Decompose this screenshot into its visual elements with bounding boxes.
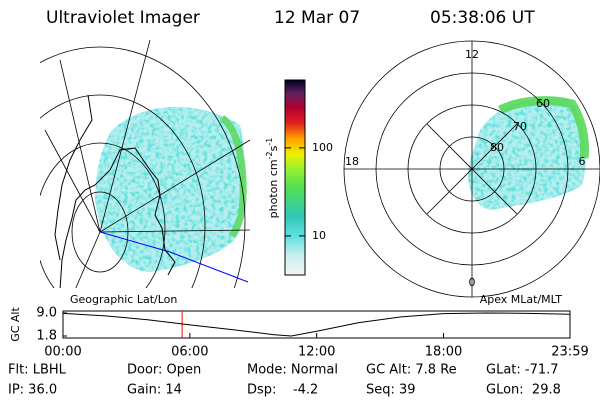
- label-text: s: [267, 145, 280, 151]
- status-field: Flt: LBHL: [8, 363, 67, 378]
- geographic-map: [40, 40, 251, 288]
- label-text: photon cm: [267, 159, 280, 218]
- status-field: Seq: 39: [366, 383, 416, 398]
- mlt-label: 6: [579, 155, 586, 168]
- status-field: Gain: 14: [127, 383, 182, 398]
- aurora-texture: [468, 98, 586, 210]
- status-field: Mode: Normal: [247, 363, 338, 378]
- instrument-title: Ultraviolet Imager: [46, 8, 200, 28]
- status-field: Dsp: -4.2: [247, 383, 318, 398]
- y-tick-label: 9.0: [36, 306, 57, 321]
- label-exponent: -1: [265, 138, 274, 146]
- colorbar: [284, 79, 306, 276]
- y-axis-label: GC Alt: [9, 307, 22, 342]
- x-tick-label: 18:00: [425, 345, 462, 360]
- date: 12 Mar 07: [274, 8, 360, 28]
- grid: [40, 40, 251, 288]
- label-exponent: -2: [265, 151, 274, 159]
- x-tick-label: 12:00: [298, 345, 335, 360]
- mlat-label: 70: [513, 120, 527, 133]
- right-map-label: Apex MLat/MLT: [480, 293, 563, 306]
- y-tick-label: 1.8: [36, 329, 57, 344]
- colorbar-label: photon cm-2s-1: [265, 138, 281, 219]
- x-tick-label: 06:00: [171, 345, 208, 360]
- mlt-label: 0: [469, 276, 476, 289]
- status-field: GC Alt: 7.8 Re: [366, 363, 457, 378]
- status-field: GLon: 29.8: [486, 383, 561, 398]
- aurora-edge: [497, 96, 589, 159]
- status-field: IP: 36.0: [8, 383, 57, 398]
- mlt-label: 18: [345, 155, 359, 168]
- mlt-label: 12: [465, 48, 479, 61]
- colorbar-tick-label: 10: [312, 229, 326, 242]
- x-tick-label: 23:59: [551, 345, 588, 360]
- status-field: GLat: -71.7: [486, 363, 559, 378]
- x-tick-label: 00:00: [44, 345, 81, 360]
- aurora-edge: [219, 115, 247, 238]
- mlat-label: 60: [536, 97, 550, 110]
- status-field: Door: Open: [127, 363, 201, 378]
- terminator-line: [99, 231, 249, 283]
- time: 05:38:06 UT: [430, 8, 535, 28]
- colorbar-tick-label: 100: [312, 141, 333, 154]
- coastline: [59, 147, 176, 288]
- polar-map: [343, 40, 600, 298]
- left-map-label: Geographic Lat/Lon: [70, 293, 177, 306]
- coastline: [54, 94, 93, 261]
- mlat-label: 80: [490, 141, 504, 154]
- altitude-line: [62, 312, 570, 337]
